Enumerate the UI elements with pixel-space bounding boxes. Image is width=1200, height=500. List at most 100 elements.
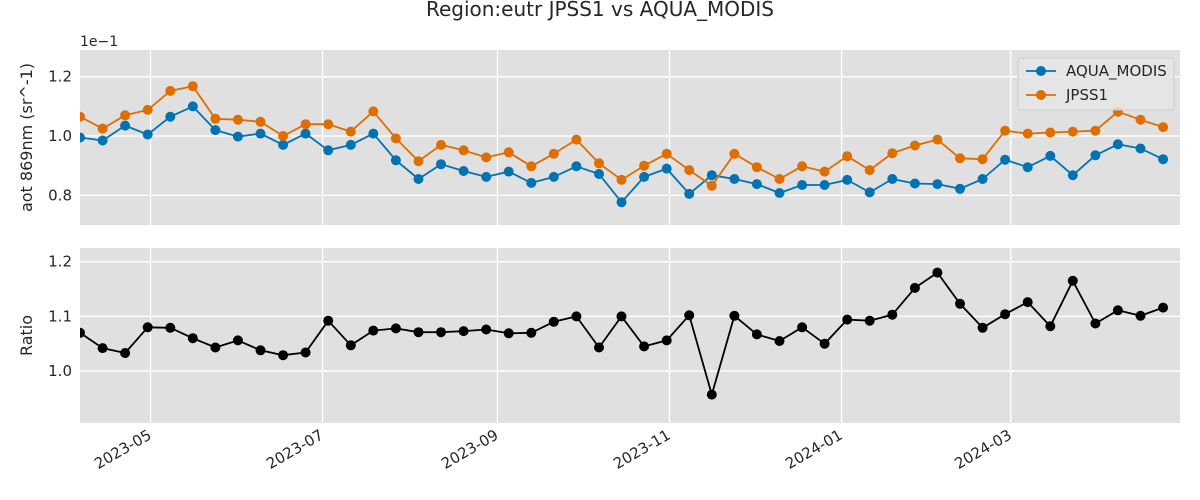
aot-data-point bbox=[1067, 126, 1078, 137]
aot-data-point bbox=[97, 135, 108, 146]
ratio-panel-grid bbox=[80, 248, 1180, 423]
ratio-data-point bbox=[729, 310, 740, 321]
aot-data-point bbox=[210, 125, 221, 136]
x-tick-label: 2024-01 bbox=[782, 426, 845, 473]
aot-data-point bbox=[1000, 154, 1011, 165]
ratio-data-point bbox=[300, 347, 311, 358]
aot-data-point bbox=[210, 113, 221, 124]
aot-data-point bbox=[503, 166, 514, 177]
aot-data-point bbox=[1000, 125, 1011, 136]
aot-y-axis-label: aot 869nm (sr^-1) bbox=[17, 63, 36, 212]
legend-label: JPSS1 bbox=[1065, 86, 1108, 104]
ratio-data-point bbox=[864, 315, 875, 326]
aot-data-point bbox=[774, 188, 785, 198]
ratio-data-point bbox=[819, 338, 830, 349]
legend-label: AQUA_MODIS bbox=[1066, 62, 1167, 81]
ratio-data-point bbox=[97, 343, 108, 354]
ratio-data-point bbox=[1090, 318, 1101, 329]
ratio-data-point bbox=[390, 323, 401, 334]
ratio-data-point bbox=[232, 335, 243, 346]
aot-data-point bbox=[165, 111, 176, 122]
legend: AQUA_MODIS JPSS1 bbox=[1017, 57, 1175, 111]
ratio-data-point bbox=[1022, 297, 1033, 308]
ratio-data-point bbox=[1045, 321, 1056, 332]
x-tick-label: 2023-11 bbox=[610, 426, 673, 473]
aot-data-point bbox=[955, 153, 965, 164]
aot-data-point bbox=[436, 159, 446, 170]
aot-data-point bbox=[571, 161, 582, 172]
aot-data-point bbox=[616, 174, 627, 185]
ratio-data-point bbox=[210, 342, 221, 353]
x-tick-label: 2023-09 bbox=[438, 426, 501, 473]
ratio-data-point bbox=[368, 325, 379, 336]
aot-data-point bbox=[120, 120, 131, 131]
aot-data-point bbox=[80, 132, 85, 143]
aot-data-point bbox=[1158, 122, 1169, 133]
legend-marker bbox=[1036, 66, 1046, 76]
aot-data-point bbox=[684, 188, 695, 199]
aot-data-point bbox=[594, 169, 604, 179]
aot-data-point bbox=[639, 171, 650, 182]
ratio-y-tick-label: 1.0 bbox=[48, 362, 72, 380]
aot-data-point bbox=[165, 85, 176, 96]
ratio-data-point bbox=[661, 335, 672, 346]
aot-data-point bbox=[413, 156, 424, 167]
aot-data-point bbox=[571, 134, 582, 145]
ratio-panel: 1.0 1.1 1.2 2023-05 2023-07 2023-09 2023-11 202… bbox=[17, 248, 1180, 473]
aot-data-point bbox=[864, 187, 875, 198]
aot-data-point bbox=[639, 160, 650, 171]
ratio-data-point bbox=[413, 327, 424, 338]
aot-data-point bbox=[1045, 127, 1056, 138]
ratio-data-point bbox=[1000, 309, 1011, 320]
aot-data-point bbox=[526, 177, 537, 188]
aot-data-point bbox=[80, 111, 85, 122]
aot-data-point bbox=[255, 116, 266, 127]
ratio-panel-lines bbox=[80, 267, 1169, 400]
x-tick-label: 2023-05 bbox=[91, 426, 154, 473]
ratio-data-point bbox=[594, 342, 604, 353]
ratio-data-point bbox=[571, 311, 582, 322]
aot-data-point bbox=[1158, 154, 1169, 165]
ratio-data-point bbox=[751, 329, 762, 340]
ratio-data-point bbox=[616, 311, 627, 322]
aot-data-point bbox=[278, 139, 289, 150]
ratio-data-point bbox=[142, 322, 153, 333]
aot-data-point bbox=[232, 114, 243, 125]
aot-offset-label: 1e−1 bbox=[80, 34, 118, 50]
aot-series-jpss1 bbox=[80, 81, 1169, 191]
aot-data-point bbox=[1045, 150, 1056, 161]
ratio-y-tick-label: 1.1 bbox=[48, 307, 72, 325]
ratio-data-point bbox=[909, 282, 920, 293]
ratio-data-point bbox=[932, 267, 943, 278]
aot-data-point bbox=[819, 180, 830, 190]
aot-series-aqua-modis bbox=[80, 101, 1169, 208]
aot-data-point bbox=[187, 101, 198, 112]
aot-data-point bbox=[819, 166, 830, 177]
ratio-data-point bbox=[436, 327, 446, 338]
aot-data-point bbox=[887, 174, 898, 184]
aot-data-point bbox=[1090, 150, 1101, 161]
ratio-panel-background bbox=[80, 248, 1180, 423]
aot-data-point bbox=[232, 131, 243, 142]
aot-data-point bbox=[977, 154, 988, 165]
ratio-series-ratio bbox=[80, 267, 1169, 400]
aot-data-point bbox=[390, 133, 401, 144]
aot-data-point bbox=[1067, 170, 1078, 181]
ratio-data-point bbox=[955, 298, 965, 309]
aot-data-point bbox=[887, 148, 898, 159]
ratio-data-point bbox=[977, 322, 988, 333]
aot-y-tick-label: 0.8 bbox=[48, 186, 72, 204]
aot-data-point bbox=[594, 158, 604, 169]
ratio-data-point bbox=[458, 326, 469, 337]
aot-data-point bbox=[842, 174, 853, 185]
ratio-data-point bbox=[345, 340, 356, 351]
ratio-data-point bbox=[165, 322, 176, 333]
aot-data-point bbox=[909, 140, 920, 151]
aot-data-point bbox=[706, 180, 717, 191]
ratio-data-point bbox=[323, 315, 334, 326]
aot-data-point bbox=[187, 81, 198, 92]
ratio-data-point bbox=[187, 333, 198, 344]
aot-data-point bbox=[278, 131, 289, 141]
